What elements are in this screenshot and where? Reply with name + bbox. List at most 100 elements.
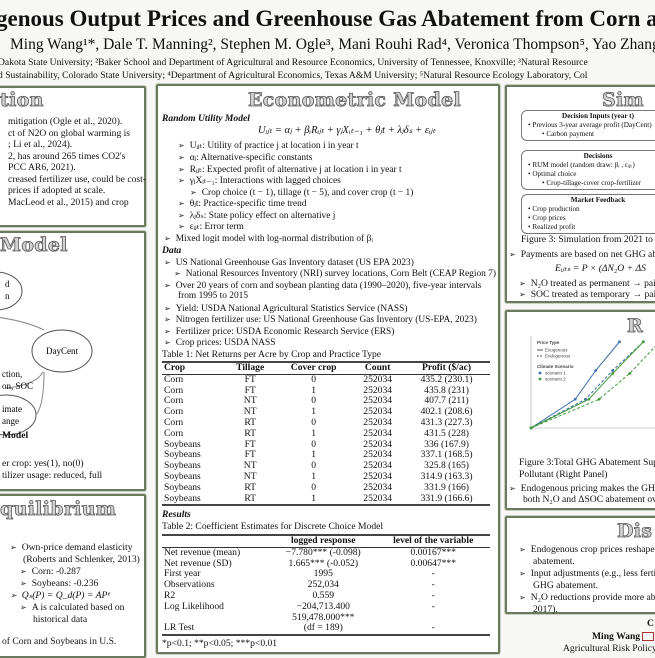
table-cell: 0.00647*** <box>410 557 457 569</box>
table-cell: (df = 189) <box>303 622 343 634</box>
contact-name: Ming Wang <box>592 631 655 643</box>
table-cell: 252034 <box>363 373 393 385</box>
table-header-row: logged response level of the variable <box>162 535 490 548</box>
table-cell: −7.780*** (-0.098) <box>285 546 361 558</box>
edge-arrow <box>35 371 45 416</box>
sim-bullet: SOC treated as temporary → paid <box>519 289 655 301</box>
table-cell: Corn <box>164 406 184 418</box>
table-cell: - <box>431 579 435 591</box>
table-row: Corn NT 0 252034 407.7 (211) <box>162 396 490 407</box>
table-cell: Net revenue (mean) <box>164 546 241 558</box>
node-daycent-label: DayCent <box>46 346 78 356</box>
table-cell: RT <box>244 492 256 504</box>
table-cell: 252034 <box>363 406 393 418</box>
table-cell: Observations <box>164 579 215 591</box>
table-cell: 0 <box>311 481 317 493</box>
data-item: Over 20 years of corn and soybean planti… <box>164 280 482 293</box>
table-cell: 0 <box>311 460 317 472</box>
table-row: Corn RT 0 252034 431.3 (227.3) <box>162 416 490 429</box>
table-cell: NT <box>243 406 257 418</box>
data-point <box>611 371 615 375</box>
legend-title: Price Type <box>537 340 560 345</box>
term-item: θⱼt: Practice-specific time trend <box>178 198 307 211</box>
rum-heading: Random Utility Model <box>162 113 250 124</box>
data-point <box>594 369 598 372</box>
rum-equation: Uᵢⱼₜ = αⱼ + βᵢRᵢⱼₜ + γⱼXᵢₜ₋₁ + θⱼt + λⱼδ… <box>258 125 436 136</box>
table-row: Soybeans RT 1 252034 331.9 (166.6) <box>162 492 490 506</box>
term-item: Rᵢⱼₜ: Expected profit of alternative j a… <box>178 164 402 177</box>
data-item: Crop prices: USDA NASS <box>164 337 276 350</box>
table-cell: 252,034 <box>307 579 339 591</box>
table-row: Net revenue (mean) −7.780*** (-0.098) 0.00… <box>162 547 490 558</box>
data-heading: Data <box>162 245 182 256</box>
table-cell: 407.7 (211) <box>424 395 469 407</box>
table-cell: Soybeans <box>164 460 201 472</box>
table-cell: Soybeans <box>164 449 201 461</box>
table-cell: Corn <box>164 373 184 385</box>
series-line <box>530 346 655 429</box>
legend-label: scenario 2 <box>545 377 566 382</box>
table-cell: Soybeans <box>164 492 201 504</box>
table-cell: 252034 <box>363 449 393 461</box>
discussion-item: Input adjustments (e.g., less fertiliz <box>519 568 655 580</box>
discussion-item: 2017). <box>533 604 558 615</box>
box-item: • Realized profit <box>528 223 576 231</box>
box-item: • Previous 3-year average profit (DayCen… <box>528 121 652 129</box>
table-cell: 331.9 (166.6) <box>420 492 473 504</box>
panel-title: quilibrium <box>0 498 117 521</box>
table-cell: Log Likelihood <box>164 600 224 612</box>
table-cell: Corn <box>164 427 184 439</box>
table-cell: Corn <box>164 416 184 428</box>
table-row: Corn FT 0 252034 435.2 (230.1) <box>162 374 490 385</box>
table2-caption: Table 2: Coefficient Estimates for Discr… <box>162 521 384 532</box>
payment-equation: Eᵢⱼₜₛ = P × (ΔN₂O + ΔS <box>555 263 646 274</box>
node-top <box>0 271 23 311</box>
eq-item: historical data <box>33 614 88 625</box>
data-point <box>641 340 645 344</box>
simulation-panel: Sim Decision Inputs (year t) • Previous … <box>505 85 655 303</box>
discussion-item: N₂O reductions provide more abate <box>519 592 655 604</box>
discussion-panel: Dis Endogenous crop prices reshape ad ab… <box>505 516 655 615</box>
eq-item: Corn: -0.287 <box>20 566 81 578</box>
table-cell: NT <box>243 470 257 482</box>
table2-footnote: *p<0.1; **p<0.05; ***p<0.01 <box>162 638 278 649</box>
table-cell: - <box>431 600 435 612</box>
panel-title: Econometric Model <box>248 89 461 112</box>
intro-line: ; Li et al., 2024). <box>8 139 73 150</box>
table-row: Soybeans NT 1 252034 314.9 (163.3) <box>162 470 490 483</box>
edge-arrow <box>0 317 45 331</box>
data-item: Nitrogen fertilizer use: US National Gre… <box>164 314 477 327</box>
col-header: level of the variable <box>376 535 490 548</box>
table-cell: Soybeans <box>164 470 201 482</box>
term-item: γⱼXᵢₜ₋₁: Interactions with lagged choice… <box>178 175 341 188</box>
table-cell: 336 (167.9) <box>424 438 469 450</box>
data-item: Yield: USDA National Agricultural Statis… <box>164 303 408 316</box>
email-icon[interactable] <box>642 632 655 642</box>
box-title: Decision Inputs (year t) <box>562 112 634 120</box>
node-top-label: d <box>5 279 10 289</box>
table-cell: 435.2 (230.1) <box>420 373 473 385</box>
table-cell: Corn <box>164 395 184 407</box>
panel-title: tion <box>0 89 44 112</box>
flow-box-decisions: Decisions • RUM model (random draw: βᵢ ,… <box>521 150 655 190</box>
box-item: • Optimal choice <box>528 170 577 178</box>
data-item: Fertilizer price: USDA Economic Research… <box>164 326 395 339</box>
table-row: First year 1995 - <box>162 569 490 580</box>
table-cell: FT <box>244 384 256 396</box>
table-cell: 252034 <box>363 384 393 396</box>
table-cell: 331.9 (166) <box>424 481 469 493</box>
eq-footer: of Corn and Soybeans in U.S. <box>2 636 117 647</box>
table-row: Soybeans RT 0 252034 331.9 (166) <box>162 481 490 494</box>
data-point <box>573 397 577 401</box>
node-climate-label: imate <box>2 404 22 414</box>
intro-text: mitigation (Ogle et al., 2020). ct of N2… <box>8 116 146 208</box>
table-cell: 252034 <box>363 492 393 504</box>
table-cell: Soybeans <box>164 481 201 493</box>
figure-caption: Pollutant (Right Panel) <box>519 469 608 480</box>
intro-line: prices if adopted at scale. <box>8 185 106 196</box>
affiliations-2: d Sustainability, Colorado State Univers… <box>0 70 588 81</box>
table-cell: 252034 <box>363 395 393 407</box>
table-cell: 252034 <box>363 438 393 450</box>
table-row: Net revenue (SD) 1.665*** (-0.052) 0.00647… <box>162 557 490 570</box>
introduction-panel: tion mitigation (Ogle et al., 2020). ct … <box>0 86 146 227</box>
